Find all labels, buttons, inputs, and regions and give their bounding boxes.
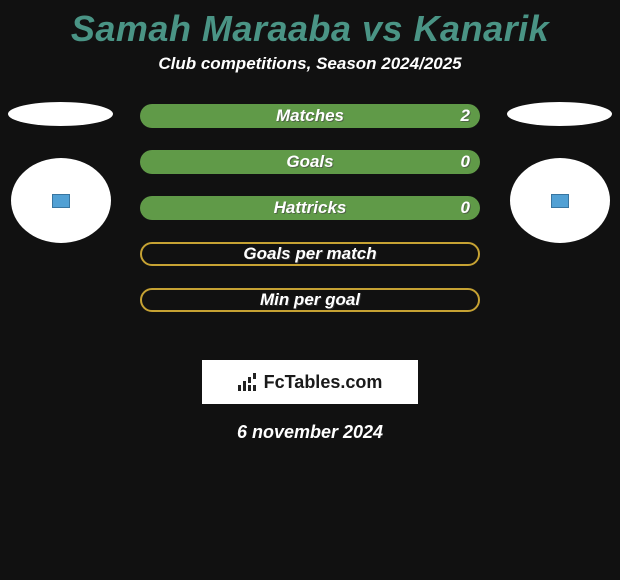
brand-text: FcTables.com: [264, 372, 383, 393]
date-text: 6 november 2024: [0, 422, 620, 443]
comparison-area: Matches 2 Goals 0 Hattricks 0 Goals per match M…: [0, 104, 620, 344]
stat-bar-value: 2: [461, 106, 470, 126]
stat-bar-label: Goals: [286, 152, 333, 172]
stat-bar: Min per goal: [140, 288, 480, 312]
player-right-ellipse: [507, 102, 612, 126]
stat-bar: Matches 2: [140, 104, 480, 128]
stat-bar-label: Matches: [276, 106, 344, 126]
stat-bar: Hattricks 0: [140, 196, 480, 220]
brand-box: FcTables.com: [202, 360, 418, 404]
stat-bar-label: Min per goal: [260, 290, 360, 310]
player-right-icon: [551, 194, 569, 208]
stat-bar: Goals per match: [140, 242, 480, 266]
stat-bar: Goals 0: [140, 150, 480, 174]
player-right-badges: [507, 104, 612, 243]
stat-bar-value: 0: [461, 152, 470, 172]
stat-bar-label: Goals per match: [243, 244, 376, 264]
player-left-icon: [52, 194, 70, 208]
page-subtitle: Club competitions, Season 2024/2025: [0, 54, 620, 74]
brand-chart-icon: [238, 373, 260, 391]
player-left-ellipse: [8, 102, 113, 126]
player-right-circle: [510, 158, 610, 243]
stat-bar-label: Hattricks: [274, 198, 347, 218]
stat-bar-value: 0: [461, 198, 470, 218]
player-left-badges: [8, 104, 113, 243]
stat-bars: Matches 2 Goals 0 Hattricks 0 Goals per match M…: [140, 104, 480, 312]
player-left-circle: [11, 158, 111, 243]
page-title: Samah Maraaba vs Kanarik: [0, 0, 620, 50]
